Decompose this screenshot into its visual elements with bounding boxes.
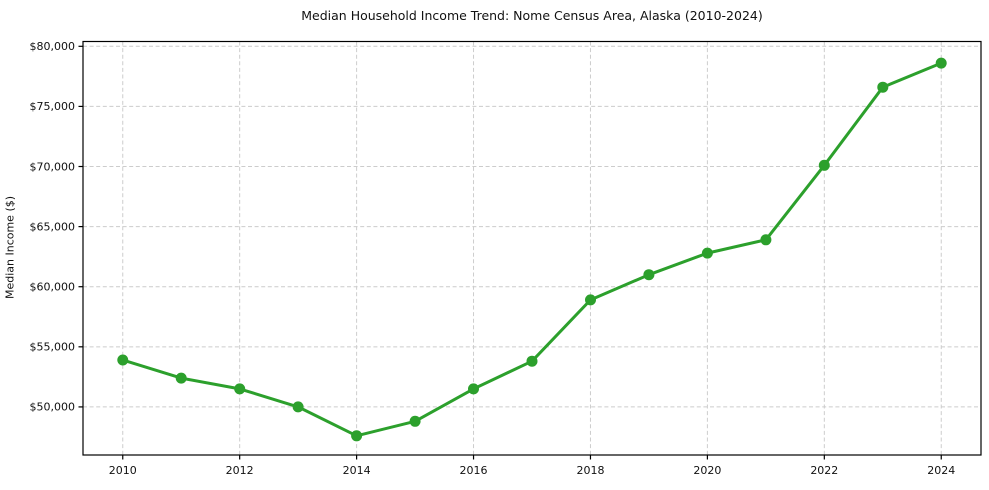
y-tick-label: $80,000 <box>30 40 76 53</box>
y-tick-label: $65,000 <box>30 220 76 233</box>
x-tick-label: 2022 <box>810 464 838 477</box>
y-tick-label: $70,000 <box>30 160 76 173</box>
x-tick-label: 2012 <box>226 464 254 477</box>
x-tick-label: 2014 <box>343 464 371 477</box>
y-tick-label: $50,000 <box>30 401 76 414</box>
data-point <box>818 159 830 171</box>
x-tick-label: 2018 <box>576 464 604 477</box>
data-point <box>935 57 947 69</box>
x-tick-label: 2016 <box>460 464 488 477</box>
chart-title: Median Household Income Trend: Nome Cens… <box>301 8 763 23</box>
data-line <box>121 61 943 438</box>
x-tick-label: 2020 <box>693 464 721 477</box>
gridlines <box>83 41 981 455</box>
data-point <box>526 355 538 367</box>
data-point <box>701 247 713 259</box>
data-point <box>175 372 187 384</box>
y-tick-label: $60,000 <box>30 281 76 294</box>
data-point <box>409 415 421 427</box>
data-point <box>468 383 479 395</box>
data-point <box>117 354 129 366</box>
axis-ticks: $50,000 $55,000 $60,000 $65,000 $70,000 $75,0… <box>30 40 956 477</box>
y-tick-label: $75,000 <box>30 100 76 113</box>
x-tick-label: 2024 <box>927 464 955 477</box>
data-point <box>585 294 596 306</box>
data-point <box>351 430 363 442</box>
data-point <box>877 81 889 93</box>
data-point <box>234 383 246 395</box>
x-tick-label: 2010 <box>109 464 137 477</box>
data-point <box>292 401 304 413</box>
data-point <box>643 269 655 281</box>
y-tick-label: $55,000 <box>30 341 76 354</box>
axes-frame <box>82 40 982 456</box>
data-markers <box>117 57 947 442</box>
data-point <box>760 234 772 246</box>
